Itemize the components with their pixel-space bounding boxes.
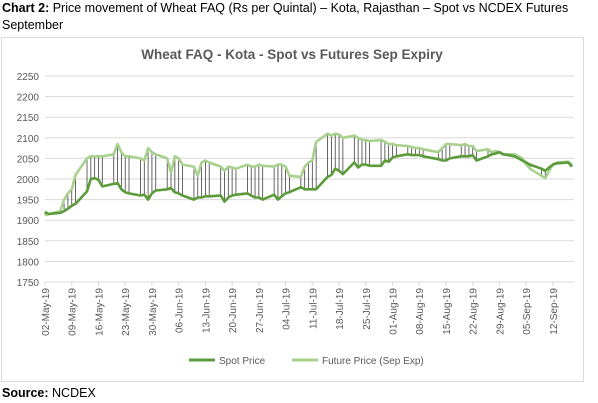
y-tick-label: 1850 [17,237,40,248]
future-price-line [44,132,573,217]
legend-label-spot: Spot Price [219,356,266,367]
x-tick-label: 23-May-19 [121,288,132,336]
x-tick-label: 06-Jun-19 [175,288,186,333]
x-tick-label: 20-Jun-19 [228,288,239,333]
x-tick-label: 09-May-19 [68,288,79,336]
x-tick-label: 02-May-19 [41,288,52,336]
source-note: Source: NCDEX [2,385,96,401]
x-tick-label: 13-Jun-19 [201,288,212,333]
x-tick-label: 18-Jul-19 [335,288,346,330]
x-tick-label: 27-Jun-19 [255,288,266,333]
x-tick-label: 25-Jul-19 [362,288,373,330]
y-tick-label: 1800 [17,257,40,268]
y-tick-label: 2100 [17,134,40,145]
y-tick-label: 1950 [17,196,40,207]
line-chart: Wheat FAQ - Kota - Spot vs Futures Sep E… [17,47,574,367]
y-tick-label: 1900 [17,216,40,227]
y-tick-label: 1750 [17,278,40,289]
x-tick-label: 16-May-19 [94,288,105,336]
y-tick-label: 2000 [17,175,40,186]
x-tick-label: 12-Sep-19 [549,288,560,335]
chart-caption: Chart 2: Price movement of Wheat FAQ (Rs… [2,0,596,34]
x-tick-label: 04-Jul-19 [282,288,293,330]
y-tick-label: 2150 [17,113,40,124]
x-tick-label: 11-Jul-19 [308,288,319,329]
chart-container: Wheat FAQ - Kota - Spot vs Futures Sep E… [1,37,584,382]
y-tick-label: 2250 [17,72,40,83]
x-tick-label: 01-Aug-19 [389,288,400,335]
x-tick-label: 15-Aug-19 [442,288,453,335]
y-tick-label: 2200 [17,93,40,104]
y-tick-label: 2050 [17,154,40,165]
chart-title: Wheat FAQ - Kota - Spot vs Futures Sep E… [141,47,443,62]
source-label: Source: [2,386,49,400]
x-tick-label: 30-May-19 [148,288,159,336]
x-tick-label: 05-Sep-19 [522,288,533,335]
x-tick-label: 08-Aug-19 [415,288,426,335]
legend-label-future: Future Price (Sep Exp) [322,356,424,367]
x-tick-label: 29-Aug-19 [495,288,506,335]
caption-text: Price movement of Wheat FAQ (Rs per Quin… [2,1,569,32]
caption-label: Chart 2: [2,1,50,15]
spot-price-line [44,150,573,216]
source-text: NCDEX [52,386,96,400]
x-tick-label: 22-Aug-19 [469,288,480,335]
